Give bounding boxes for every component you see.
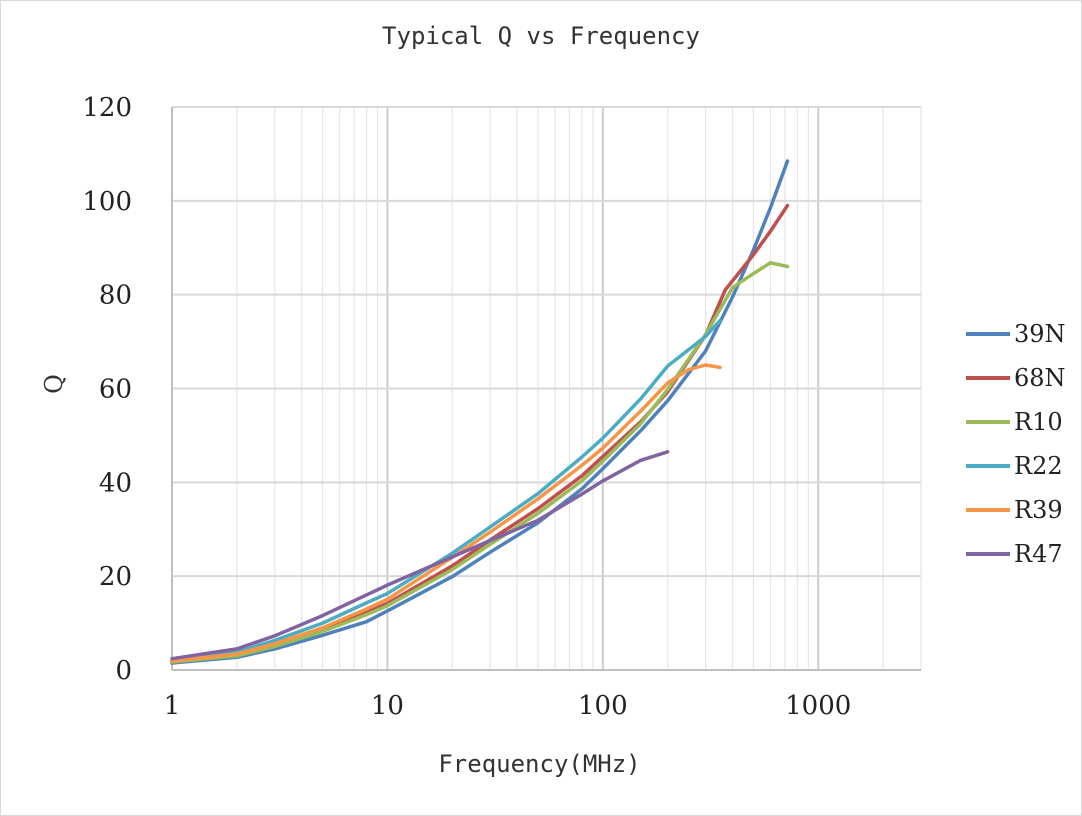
axes <box>171 107 921 671</box>
legend-item-r47: R47 <box>966 532 1066 576</box>
series-line-r10 <box>170 261 790 664</box>
legend-swatch <box>966 376 1010 380</box>
legend-label: 68N <box>1014 364 1066 392</box>
legend-swatch <box>966 332 1010 336</box>
series-line-r39 <box>170 363 722 663</box>
y-tick-label: 100 <box>82 187 132 217</box>
x-tick-label: 100 <box>578 691 628 721</box>
legend-label: R39 <box>1014 496 1063 524</box>
x-tick-label: 10 <box>371 691 404 721</box>
y-tick-label: 80 <box>99 281 132 311</box>
series-lines <box>170 159 790 665</box>
legend-swatch <box>966 464 1010 468</box>
y-tick-label: 40 <box>99 468 132 498</box>
series-line-r22 <box>170 318 722 663</box>
legend-label: R22 <box>1014 452 1063 480</box>
y-tick-label: 120 <box>82 93 132 123</box>
series-line-68n <box>170 203 790 664</box>
legend-item-39n: 39N <box>966 312 1066 356</box>
y-tick-labels: 0 20 40 60 80 100 120 <box>82 93 132 686</box>
legend-item-r22: R22 <box>966 444 1066 488</box>
legend: 39N 68N R10 R22 R39 R47 <box>966 312 1066 576</box>
legend-label: R47 <box>1014 540 1063 568</box>
legend-label: 39N <box>1014 320 1066 348</box>
x-tick-labels: 1 10 100 1000 <box>164 691 852 721</box>
legend-swatch <box>966 420 1010 424</box>
legend-item-68n: 68N <box>966 356 1066 400</box>
legend-item-r39: R39 <box>966 488 1066 532</box>
x-tick-label: 1 <box>164 691 181 721</box>
grid-lines <box>171 106 922 670</box>
y-axis-label: Q <box>40 374 68 394</box>
y-tick-label: 0 <box>115 656 132 686</box>
x-axis-label: Frequency(MHz) <box>438 750 641 778</box>
legend-label: R10 <box>1014 408 1063 436</box>
y-tick-label: 60 <box>99 375 132 405</box>
legend-item-r10: R10 <box>966 400 1066 444</box>
x-tick-label: 1000 <box>785 691 851 721</box>
y-tick-label: 20 <box>99 562 132 592</box>
series-line-r47 <box>170 450 670 661</box>
legend-swatch <box>966 508 1010 512</box>
series-line-39n <box>170 159 790 665</box>
legend-swatch <box>966 552 1010 556</box>
chart-title: Typical Q vs Frequency <box>382 22 700 50</box>
